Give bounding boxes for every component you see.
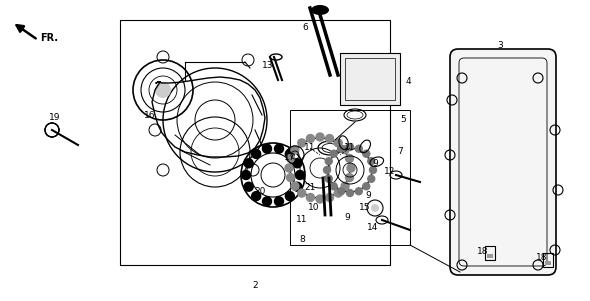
Circle shape	[316, 133, 324, 141]
Circle shape	[369, 166, 376, 173]
Text: 18: 18	[536, 253, 548, 262]
Text: 17: 17	[284, 153, 296, 162]
Circle shape	[298, 139, 306, 147]
Circle shape	[286, 149, 294, 158]
Circle shape	[244, 159, 253, 168]
Text: 6: 6	[302, 23, 308, 33]
Circle shape	[368, 158, 375, 165]
Circle shape	[298, 189, 306, 197]
Bar	[345, 58, 395, 100]
Circle shape	[291, 182, 299, 190]
Text: 13: 13	[262, 61, 274, 70]
Text: 15: 15	[359, 203, 371, 212]
Text: 9: 9	[365, 191, 371, 200]
Bar	[120, 20, 390, 265]
Circle shape	[325, 175, 332, 182]
Circle shape	[323, 166, 330, 173]
Circle shape	[155, 82, 171, 98]
Circle shape	[368, 175, 375, 182]
Text: 18: 18	[477, 247, 489, 256]
Circle shape	[346, 174, 353, 182]
Text: 11: 11	[344, 144, 356, 153]
Circle shape	[286, 192, 294, 200]
Circle shape	[291, 146, 299, 154]
Ellipse shape	[311, 5, 329, 15]
Circle shape	[347, 164, 355, 172]
Circle shape	[316, 195, 324, 203]
Circle shape	[252, 149, 261, 158]
Circle shape	[355, 188, 362, 195]
Text: 2: 2	[252, 281, 258, 290]
Text: 21: 21	[304, 184, 316, 193]
Circle shape	[330, 183, 337, 190]
Text: 9: 9	[372, 159, 378, 167]
Text: 5: 5	[400, 114, 406, 123]
Circle shape	[274, 144, 284, 153]
Circle shape	[363, 150, 370, 157]
Circle shape	[263, 197, 271, 206]
Circle shape	[244, 182, 253, 191]
Bar	[290, 110, 410, 245]
Circle shape	[334, 139, 342, 147]
Circle shape	[252, 192, 261, 200]
Text: 8: 8	[299, 235, 305, 244]
Text: 20: 20	[254, 188, 266, 197]
Text: 4: 4	[405, 77, 411, 86]
Circle shape	[341, 182, 349, 190]
Bar	[543, 253, 553, 267]
Text: 10: 10	[308, 203, 320, 213]
Circle shape	[325, 158, 332, 165]
Text: 7: 7	[397, 147, 403, 156]
Circle shape	[293, 159, 302, 168]
Bar	[545, 261, 551, 265]
Text: 19: 19	[49, 113, 61, 123]
Text: 12: 12	[384, 167, 396, 176]
Circle shape	[337, 188, 345, 195]
Text: 14: 14	[368, 224, 379, 232]
Text: FR.: FR.	[40, 33, 58, 43]
Bar	[485, 246, 495, 260]
Circle shape	[306, 194, 314, 201]
Circle shape	[306, 135, 314, 142]
Circle shape	[346, 190, 353, 197]
Text: 11: 11	[304, 144, 316, 153]
Circle shape	[334, 189, 342, 197]
Circle shape	[337, 145, 345, 152]
Circle shape	[263, 144, 271, 153]
Circle shape	[274, 197, 284, 206]
Bar	[487, 254, 493, 258]
Circle shape	[326, 194, 333, 201]
Circle shape	[326, 135, 333, 142]
Circle shape	[371, 204, 379, 212]
Circle shape	[346, 144, 353, 150]
Text: 3: 3	[497, 41, 503, 49]
Circle shape	[296, 170, 304, 179]
Circle shape	[287, 174, 294, 182]
Circle shape	[330, 150, 337, 157]
Text: 9: 9	[344, 213, 350, 222]
Bar	[340, 53, 400, 105]
Circle shape	[341, 146, 349, 154]
Circle shape	[293, 182, 302, 191]
FancyBboxPatch shape	[450, 49, 556, 275]
Circle shape	[241, 170, 251, 179]
Circle shape	[355, 145, 362, 152]
Text: 11: 11	[296, 216, 308, 225]
Text: 16: 16	[144, 110, 156, 119]
Circle shape	[287, 154, 294, 163]
Circle shape	[363, 183, 370, 190]
Circle shape	[285, 164, 293, 172]
Circle shape	[346, 154, 353, 163]
